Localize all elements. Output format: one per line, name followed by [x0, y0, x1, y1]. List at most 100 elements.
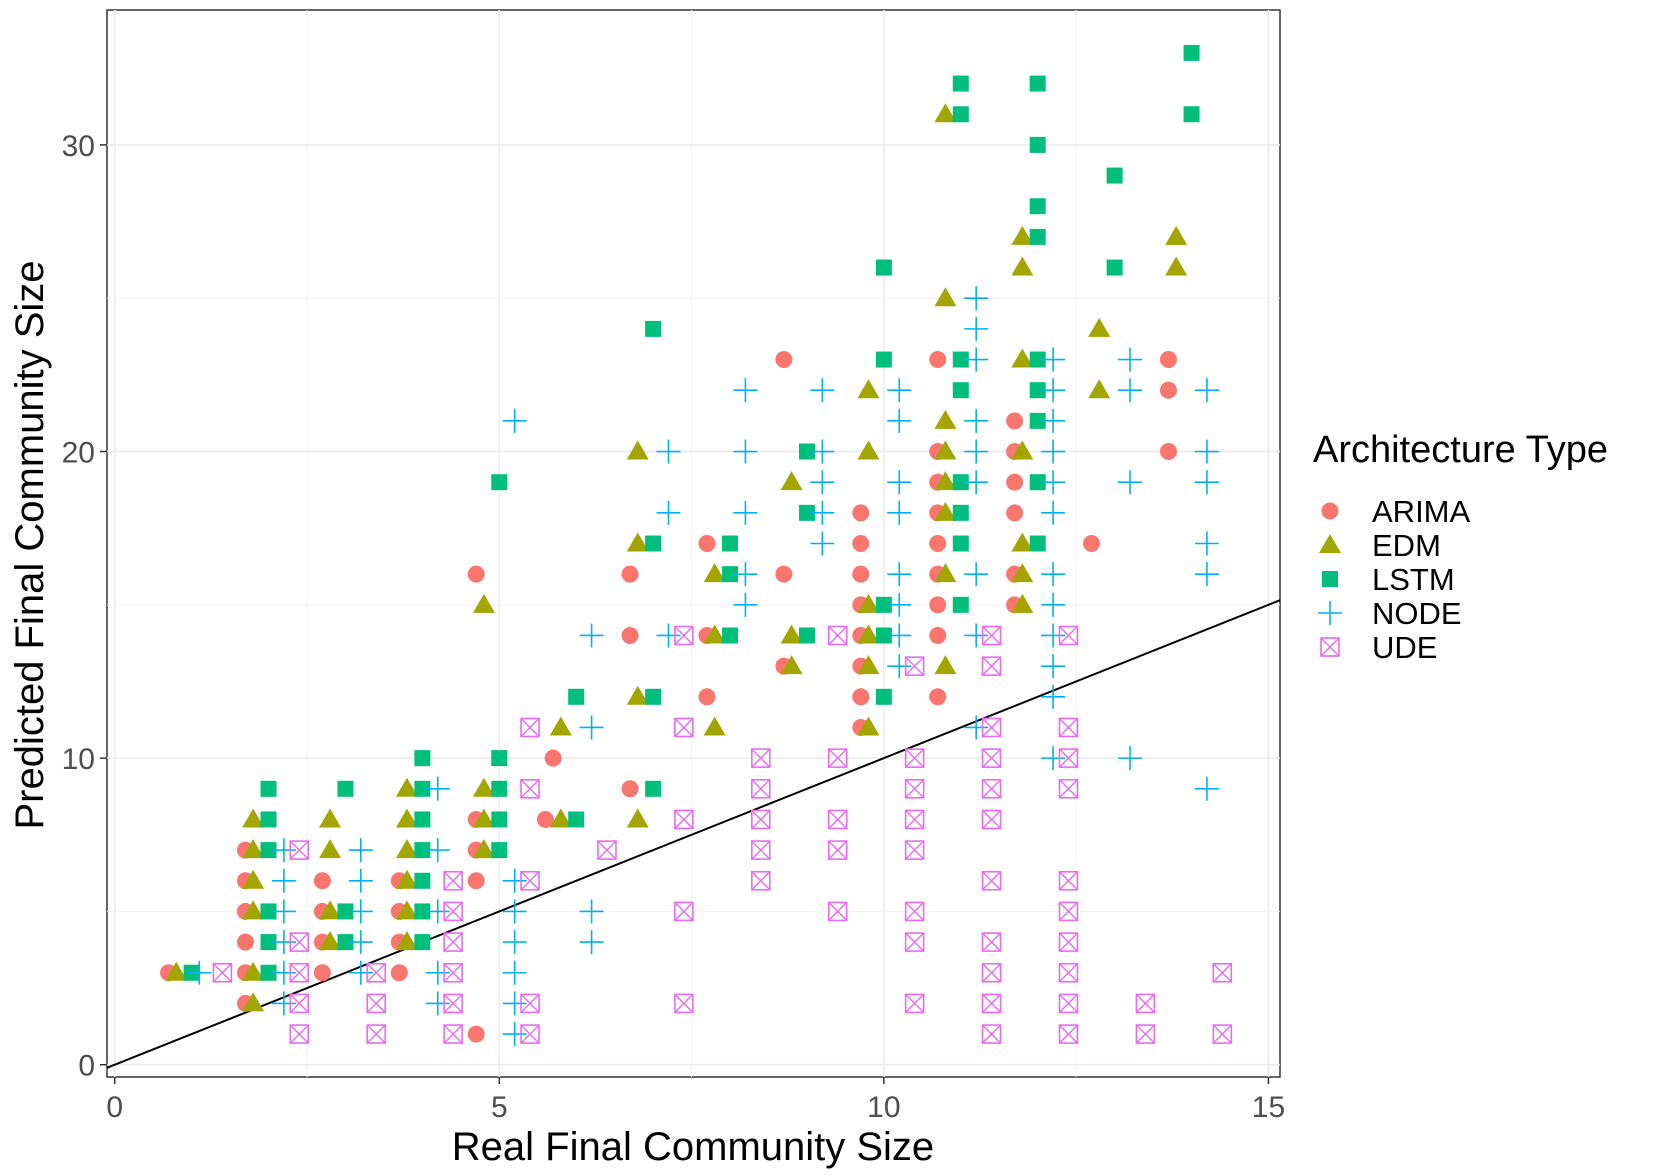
- edm-point: [626, 532, 649, 552]
- edm-point: [242, 961, 265, 981]
- legend-item-arima: ARIMA: [1321, 494, 1471, 529]
- lstm-point: [952, 106, 969, 123]
- ude-point: [981, 1024, 1002, 1044]
- node-point: [733, 592, 758, 617]
- node-point: [810, 470, 835, 495]
- arima-point: [929, 626, 947, 644]
- edm-point: [1165, 256, 1188, 276]
- ude-point: [366, 962, 387, 983]
- y-axis-title: Predicted Final Community Size: [8, 260, 52, 829]
- lstm-point: [337, 934, 354, 951]
- node-point: [1118, 470, 1143, 495]
- axis-ticks: 0 5 10 15 0 10 20 30: [62, 130, 1286, 1124]
- lstm-point: [1029, 198, 1046, 215]
- arima-legend-key: [1321, 502, 1339, 520]
- arima-point: [698, 535, 716, 552]
- edm-point: [1088, 379, 1111, 399]
- edm-point: [857, 593, 880, 613]
- node-point: [1041, 684, 1066, 709]
- ude-point: [289, 993, 310, 1014]
- y-tick-label: 0: [78, 1050, 95, 1083]
- lstm-point: [1029, 75, 1046, 92]
- node-point: [887, 592, 912, 617]
- edm-point: [1011, 440, 1034, 460]
- ude-point: [289, 840, 310, 860]
- edm-point: [934, 563, 957, 583]
- lstm-point: [722, 566, 739, 583]
- edm-point: [857, 655, 880, 675]
- lstm-point: [568, 688, 585, 705]
- node-point: [964, 439, 989, 464]
- ude-point: [981, 993, 1002, 1014]
- edm-point: [549, 808, 572, 828]
- ude-point: [674, 717, 694, 738]
- node-point: [656, 623, 681, 648]
- ude-point: [366, 1024, 387, 1044]
- lstm-point: [952, 75, 969, 92]
- node-point: [887, 562, 912, 587]
- ude-point: [674, 809, 694, 830]
- ude-point: [520, 993, 540, 1014]
- arima-point: [1006, 473, 1024, 491]
- edm-point: [472, 777, 495, 797]
- x-tick-label: 5: [491, 1091, 508, 1124]
- ude-point: [904, 809, 925, 830]
- lstm-point: [722, 627, 739, 644]
- ude-point: [827, 809, 848, 830]
- ude-point: [904, 993, 925, 1014]
- node-point: [887, 654, 912, 679]
- node-point: [1041, 500, 1066, 525]
- edm-point: [549, 716, 572, 736]
- legend-item-node: NODE: [1318, 596, 1462, 631]
- node-point: [656, 439, 681, 464]
- edm-point: [395, 869, 418, 889]
- lstm-point: [1029, 351, 1046, 368]
- edm-point: [934, 471, 957, 491]
- node-point: [1041, 654, 1066, 679]
- node-point: [810, 439, 835, 464]
- node-point: [964, 715, 989, 740]
- arima-point: [1159, 381, 1177, 399]
- lstm-point: [1183, 106, 1200, 123]
- arima-point: [775, 351, 793, 369]
- node-legend-key: [1318, 601, 1342, 625]
- node-point: [964, 347, 989, 372]
- ude-point: [981, 748, 1002, 768]
- ude-point: [1135, 993, 1156, 1014]
- ude-point: [443, 962, 463, 983]
- ude-point: [981, 932, 1002, 952]
- lstm-point: [952, 474, 969, 491]
- ude-point: [981, 870, 1002, 891]
- ude-point: [443, 870, 463, 891]
- edm-point: [934, 409, 957, 429]
- ude-point: [981, 962, 1002, 983]
- ude-point: [597, 840, 617, 860]
- legend-label: NODE: [1372, 596, 1462, 631]
- node-point: [271, 930, 296, 955]
- ude-point: [751, 840, 771, 860]
- ude-point: [212, 962, 233, 983]
- gridlines: [107, 10, 1280, 1077]
- edm-point: [472, 808, 495, 828]
- lstm-point: [645, 320, 662, 337]
- node-point: [1118, 347, 1143, 372]
- edm-point: [242, 900, 265, 920]
- ude-point: [751, 748, 771, 768]
- node-point: [1118, 746, 1143, 771]
- arima-point: [236, 933, 254, 951]
- lstm-point: [1029, 228, 1046, 245]
- node-point: [964, 470, 989, 495]
- node-point: [887, 623, 912, 648]
- ude-point: [1058, 748, 1079, 768]
- node-point: [579, 715, 604, 740]
- node-point: [733, 378, 758, 403]
- lstm-point: [491, 474, 508, 491]
- ude-point: [674, 625, 694, 646]
- ude-point: [443, 901, 463, 922]
- node-point: [1194, 439, 1219, 464]
- node-point: [964, 623, 989, 648]
- edm-point: [395, 931, 418, 951]
- edm-point: [626, 808, 649, 828]
- legend-label: EDM: [1372, 528, 1441, 563]
